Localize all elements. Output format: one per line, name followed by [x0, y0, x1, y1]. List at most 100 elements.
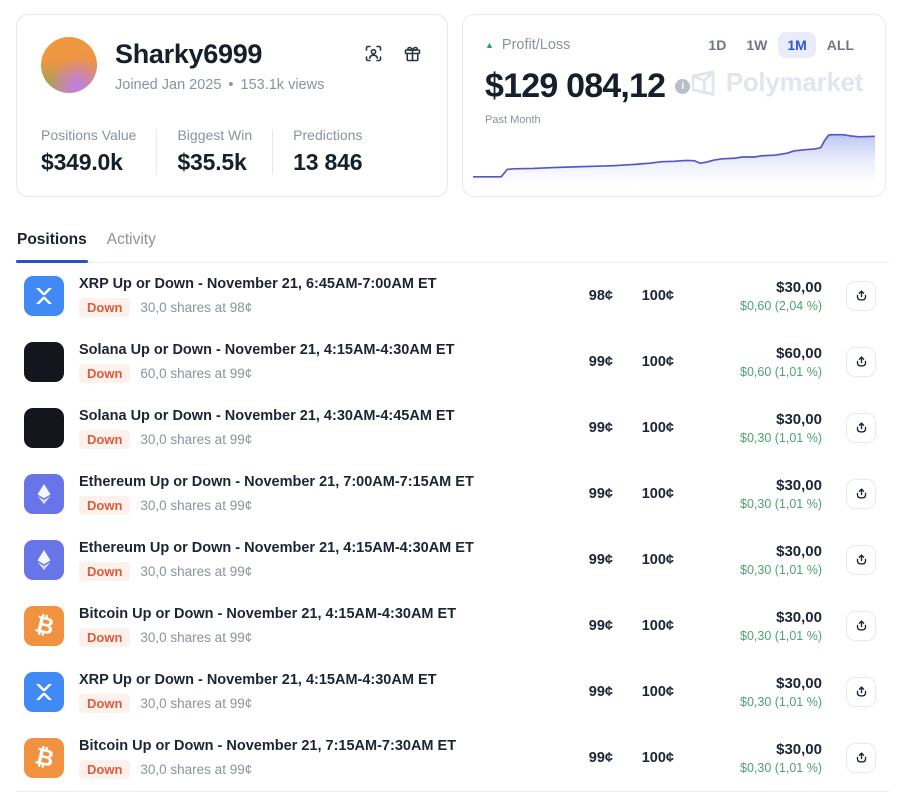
current-price: 100¢ [641, 684, 674, 700]
position-value: $30,00 [776, 279, 822, 296]
position-row[interactable]: ₿ Solana Up or Down - November 21, 4:30A… [16, 395, 889, 461]
avg-price: 99¢ [588, 618, 613, 634]
market-title[interactable]: Solana Up or Down - November 21, 4:30AM-… [79, 407, 455, 424]
joined-date: Joined Jan 2025 [115, 77, 222, 93]
share-icon [856, 751, 866, 763]
scan-profile-button[interactable] [363, 43, 384, 64]
position-row[interactable]: ₿ Solana Up or Down - November 21, 4:15A… [16, 329, 889, 395]
divider [156, 128, 158, 175]
range-1m-button[interactable]: 1M [778, 32, 816, 58]
position-value: $60,00 [776, 345, 822, 362]
position-row[interactable]: ₿ XRP Up or Down - November 21, 4:15AM-4… [16, 659, 889, 725]
stat-value: 13 846 [293, 149, 363, 175]
stat-positions-value: Positions Value $349.0k [41, 127, 136, 176]
position-gain: $0,60 (2,04 %) [740, 299, 822, 313]
stat-predictions: Predictions 13 846 [293, 127, 362, 176]
divider [272, 128, 274, 175]
avg-price: 99¢ [588, 420, 613, 436]
market-title[interactable]: Ethereum Up or Down - November 21, 7:00A… [79, 473, 474, 490]
avg-price: 98¢ [588, 288, 613, 304]
pnl-value: $129 084,12 [485, 67, 666, 105]
gift-button[interactable] [402, 43, 423, 64]
position-row[interactable]: ₿ XRP Up or Down - November 21, 6:45AM-7… [16, 263, 889, 329]
outcome-badge: Down [79, 561, 131, 581]
position-row[interactable]: ₿ Ethereum Up or Down - November 21, 7:0… [16, 461, 889, 527]
position-value: $30,00 [776, 609, 822, 626]
tab-positions[interactable]: Positions [16, 227, 88, 263]
outcome-badge: Down [79, 693, 131, 713]
market-title[interactable]: Bitcoin Up or Down - November 21, 4:15AM… [79, 605, 457, 622]
header-section: Sharky6999 Joined Jan 2025 • 153.1k view… [0, 0, 905, 197]
position-row[interactable]: ₿ Ethereum Up or Down - November 21, 4:1… [16, 527, 889, 593]
position-row[interactable]: ₿ Bitcoin Up or Down - November 21, 4:15… [16, 593, 889, 659]
market-title[interactable]: Ethereum Up or Down - November 21, 4:15A… [79, 539, 474, 556]
market-title[interactable]: XRP Up or Down - November 21, 6:45AM-7:0… [79, 275, 437, 292]
ethereum-icon: ₿ [24, 474, 64, 514]
tab-bar: Positions Activity [16, 227, 889, 263]
market-title[interactable]: Solana Up or Down - November 21, 4:15AM-… [79, 341, 455, 358]
pnl-chart-line [473, 133, 875, 178]
info-icon[interactable]: i [675, 79, 691, 94]
avg-price: 99¢ [588, 684, 613, 700]
share-position-button[interactable] [846, 479, 876, 509]
share-icon [856, 421, 866, 433]
current-price: 100¢ [641, 288, 674, 304]
position-row[interactable]: ₿ Bitcoin Up or Down - November 21, 7:15… [16, 725, 889, 791]
outcome-badge: Down [79, 429, 131, 449]
pnl-chart [473, 126, 875, 188]
shares-text: 30,0 shares at 99¢ [140, 497, 253, 513]
share-icon [856, 289, 866, 301]
views-count: 153.1k views [240, 77, 325, 93]
range-1w-button[interactable]: 1W [737, 32, 776, 58]
stat-label: Predictions [293, 127, 363, 143]
position-value: $30,00 [776, 543, 822, 560]
stat-value: $35.5k [177, 149, 247, 175]
position-gain: $0,30 (1,01 %) [740, 761, 822, 775]
market-title[interactable]: XRP Up or Down - November 21, 4:15AM-4:3… [79, 671, 437, 688]
bitcoin-icon: ₿ [24, 606, 64, 646]
share-icon [856, 553, 866, 565]
shares-text: 60,0 shares at 99¢ [140, 365, 253, 381]
share-icon [856, 685, 866, 697]
dot-separator: • [228, 77, 234, 93]
triangle-up-icon: ▲ [485, 39, 494, 50]
position-gain: $0,30 (1,01 %) [740, 695, 822, 709]
range-1d-button[interactable]: 1D [699, 32, 735, 58]
shares-text: 30,0 shares at 99¢ [140, 629, 253, 645]
time-range-selector: 1D 1W 1M ALL [699, 32, 863, 58]
market-title[interactable]: Bitcoin Up or Down - November 21, 7:15AM… [79, 737, 457, 754]
bitcoin-icon: ₿ [24, 738, 64, 778]
share-position-button[interactable] [846, 281, 876, 311]
outcome-badge: Down [79, 297, 131, 317]
position-gain: $0,30 (1,01 %) [740, 497, 822, 511]
stat-value: $349.0k [41, 149, 123, 175]
avg-price: 99¢ [588, 486, 613, 502]
position-value: $30,00 [776, 411, 822, 428]
current-price: 100¢ [641, 618, 674, 634]
current-price: 100¢ [641, 750, 674, 766]
outcome-badge: Down [79, 627, 131, 647]
share-icon [856, 619, 866, 631]
share-position-button[interactable] [846, 413, 876, 443]
tab-activity[interactable]: Activity [106, 227, 157, 262]
share-position-button[interactable] [846, 677, 876, 707]
stat-label: Positions Value [41, 127, 137, 143]
share-position-button[interactable] [846, 545, 876, 575]
shares-text: 30,0 shares at 99¢ [140, 761, 253, 777]
bitcoin-glyph: ₿ [32, 742, 57, 773]
share-position-button[interactable] [846, 611, 876, 641]
range-all-button[interactable]: ALL [818, 32, 863, 58]
solana-icon: ₿ [24, 342, 64, 382]
shares-text: 30,0 shares at 99¢ [140, 431, 253, 447]
pnl-card: ▲ Profit/Loss 1D 1W 1M ALL $129 084,12 i… [462, 14, 886, 197]
positions-list: ₿ XRP Up or Down - November 21, 6:45AM-7… [16, 263, 889, 792]
shares-text: 30,0 shares at 99¢ [140, 563, 253, 579]
position-gain: $0,60 (1,01 %) [740, 365, 822, 379]
username: Sharky6999 [115, 39, 263, 69]
share-position-button[interactable] [846, 347, 876, 377]
xrp-icon: ₿ [24, 276, 64, 316]
share-position-button[interactable] [846, 743, 876, 773]
outcome-badge: Down [79, 495, 131, 515]
stat-label: Biggest Win [177, 127, 253, 143]
outcome-badge: Down [79, 759, 131, 779]
